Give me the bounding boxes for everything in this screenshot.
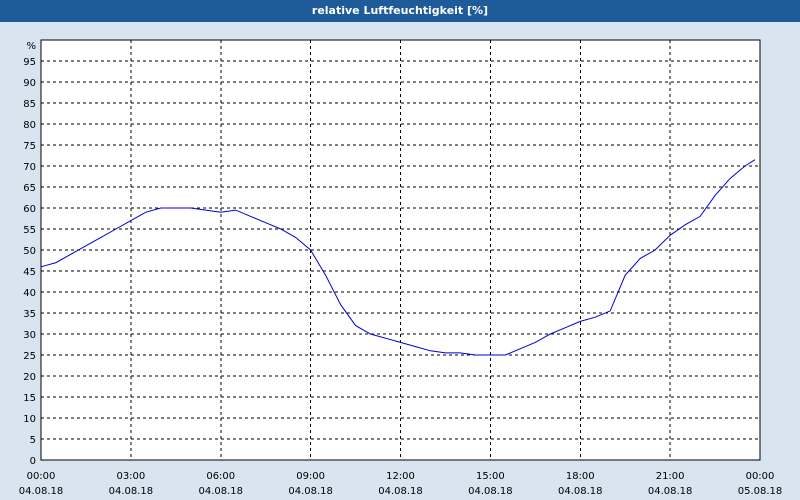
y-tick-label: 35 — [23, 309, 36, 320]
plot-border — [40, 39, 761, 461]
x-tick-time: 18:00 — [566, 471, 595, 482]
y-tick-label: 10 — [23, 414, 36, 425]
y-tick-label: 15 — [23, 393, 36, 404]
y-tick-label: 95 — [23, 57, 36, 68]
chart-title: relative Luftfeuchtigkeit [%] — [0, 0, 800, 22]
x-tick-date: 04.08.18 — [558, 486, 603, 497]
y-tick-label: 80 — [23, 120, 36, 131]
x-tick-time: 15:00 — [476, 471, 505, 482]
y-tick-label: 60 — [23, 204, 36, 215]
x-tick-date: 05.08.18 — [738, 486, 783, 497]
y-tick-label: 70 — [23, 162, 36, 173]
x-tick-date: 04.08.18 — [378, 486, 423, 497]
y-tick-label: 85 — [23, 99, 36, 110]
x-tick-time: 21:00 — [656, 471, 685, 482]
x-tick-date: 04.08.18 — [648, 486, 693, 497]
y-tick-label: 65 — [23, 183, 36, 194]
x-tick-time: 12:00 — [386, 471, 415, 482]
y-axis-label: % — [26, 41, 36, 52]
y-tick-label: 20 — [23, 372, 36, 383]
y-tick-label: 40 — [23, 288, 36, 299]
y-tick-label: 55 — [23, 225, 36, 236]
y-tick-label: 5 — [30, 435, 36, 446]
x-tick-date: 04.08.18 — [19, 486, 64, 497]
y-tick-label: 90 — [23, 78, 36, 89]
x-tick-time: 03:00 — [116, 471, 145, 482]
x-tick-date: 04.08.18 — [468, 486, 513, 497]
x-tick-date: 04.08.18 — [109, 486, 154, 497]
humidity-series-line — [40, 159, 756, 356]
x-tick-time: 00:00 — [746, 471, 775, 482]
x-tick-time: 06:00 — [206, 471, 235, 482]
y-tick-label: 75 — [23, 141, 36, 152]
x-tick-date: 04.08.18 — [198, 486, 243, 497]
x-tick-date: 04.08.18 — [288, 486, 333, 497]
y-tick-label: 45 — [23, 267, 36, 278]
x-tick-time: 00:00 — [27, 471, 56, 482]
x-tick-time: 09:00 — [296, 471, 325, 482]
y-tick-label: 25 — [23, 351, 36, 362]
y-tick-label: 30 — [23, 330, 36, 341]
y-tick-label: 0 — [30, 456, 36, 467]
y-tick-label: 50 — [23, 246, 36, 257]
